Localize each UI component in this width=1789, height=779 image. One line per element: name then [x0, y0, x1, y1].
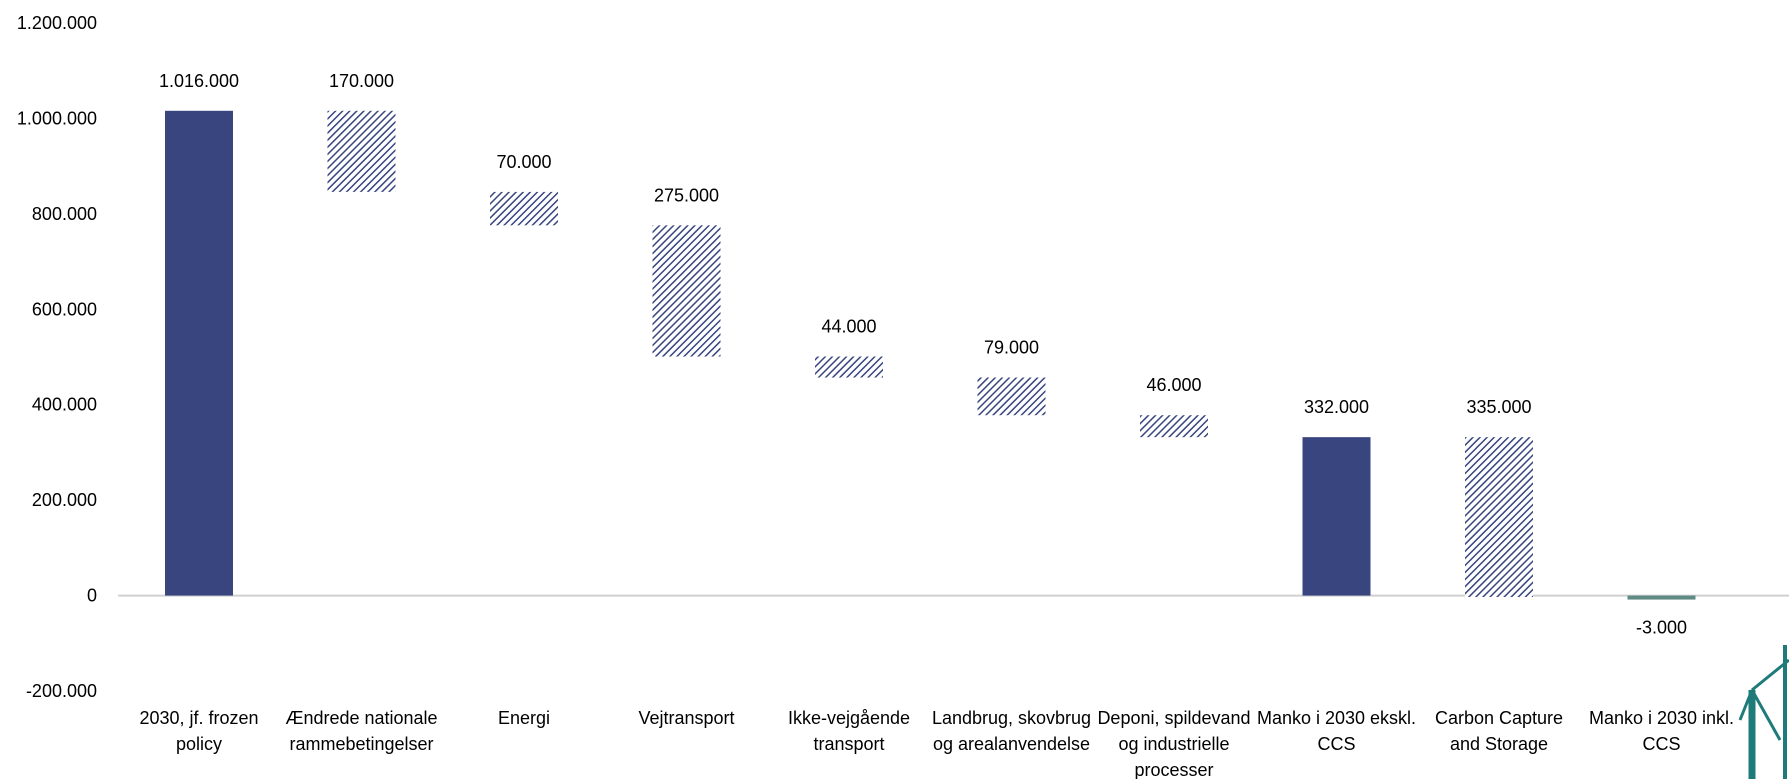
bars	[165, 110, 1696, 600]
category-label: 2030, jf. frozen policy	[139, 708, 258, 754]
y-tick-label: 800.000	[32, 204, 97, 224]
data-label: 46.000	[1146, 375, 1201, 395]
x-axis: 2030, jf. frozen policy Ændrede nationale r…	[139, 708, 1734, 779]
bar-reduction	[652, 225, 721, 357]
category-label: Energi	[498, 708, 550, 728]
category-label: Vejtransport	[638, 708, 734, 728]
bar-total	[1302, 437, 1371, 596]
y-tick-label: 600.000	[32, 299, 97, 319]
bar-reduction	[977, 377, 1046, 416]
data-label: 170.000	[329, 71, 394, 91]
category-label: Carbon Capture and Storage	[1435, 708, 1563, 754]
y-tick-label: -200.000	[26, 681, 97, 701]
bar-reduction	[327, 110, 396, 192]
y-axis: -200.000 0 200.000 400.000 600.000 800.000 1.0…	[17, 13, 97, 701]
category-label: Ikke-vejgående transport	[788, 708, 910, 754]
wind-turbine-logo	[1738, 645, 1789, 779]
y-tick-label: 0	[87, 586, 97, 606]
bar-reduction	[490, 191, 558, 226]
data-label: 70.000	[496, 152, 551, 172]
category-label: Landbrug, skovbrug og arealanvendelse	[932, 708, 1091, 754]
data-label: 44.000	[821, 317, 876, 337]
category-label: Manko i 2030 inkl. CCS	[1589, 708, 1734, 754]
category-label: Manko i 2030 ekskl. CCS	[1257, 708, 1416, 754]
data-label: 79.000	[984, 338, 1039, 358]
data-label: 332.000	[1304, 397, 1369, 417]
bar-reduction	[1140, 415, 1208, 438]
y-tick-label: 1.200.000	[17, 13, 97, 33]
category-label: Deponi, spildevand og industrielle process…	[1097, 708, 1250, 779]
y-tick-label: 1.000.000	[17, 108, 97, 128]
data-label: 335.000	[1466, 397, 1531, 417]
category-label: Ændrede nationale rammebetingelser	[285, 708, 437, 754]
bar-net	[1627, 595, 1696, 600]
y-tick-label: 400.000	[32, 395, 97, 415]
data-labels: 1.016.000 170.000 70.000 275.000 44.000 79.00…	[159, 71, 1687, 638]
y-tick-label: 200.000	[32, 490, 97, 510]
data-label: 1.016.000	[159, 71, 239, 91]
bar-reduction	[815, 356, 883, 378]
bar-total	[165, 110, 233, 596]
bar-reduction	[1465, 437, 1533, 598]
data-label: -3.000	[1636, 618, 1687, 638]
data-label: 275.000	[654, 185, 719, 205]
